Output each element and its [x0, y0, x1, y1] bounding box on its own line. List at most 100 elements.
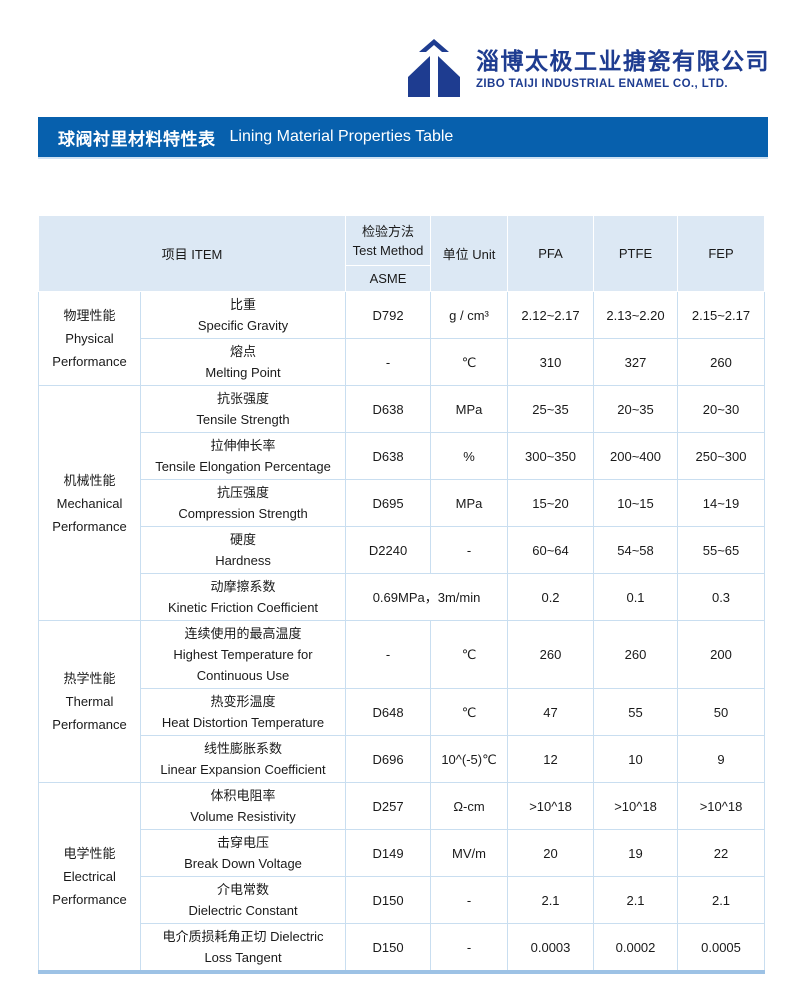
value-cell-fep: 20~30	[677, 385, 766, 433]
test-method-cell: D638	[345, 385, 432, 433]
item-cell: 介电常数 Dielectric Constant	[139, 876, 347, 924]
table-header-row: 项目 ITEM 检验方法 Test Method ASME 单位 Unit PF…	[37, 215, 766, 292]
value-cell-fep: 55~65	[677, 526, 766, 574]
item-line: 硬度	[230, 532, 257, 547]
company-name-en: ZIBO TAIJI INDUSTRIAL ENAMEL CO., LTD.	[476, 78, 729, 90]
value-cell-pfa: 0.2	[507, 573, 595, 621]
company-name-block: 淄博太极工业搪瓷有限公司 ZIBO TAIJI INDUSTRIAL ENAME…	[476, 48, 770, 90]
test-method-cell: D2240	[345, 526, 432, 574]
value-cell-ptfe: 10	[593, 735, 679, 783]
unit-cell: g / cm³	[430, 291, 509, 339]
item-cell: 拉伸伸长率 Tensile Elongation Percentage	[139, 432, 347, 480]
table-row: 击穿电压 Break Down Voltage D149 MV/m 20 19 22	[39, 829, 766, 877]
header-pfa: PFA	[507, 215, 595, 292]
value-cell-ptfe: 2.13~2.20	[593, 291, 679, 339]
value-cell-fep: 200	[677, 620, 766, 689]
category-cell: 热学性能 Thermal Performance	[38, 620, 141, 783]
category-line: Mechanical	[56, 495, 123, 511]
value-cell-pfa: 310	[507, 338, 595, 386]
category-line: Performance	[52, 354, 127, 369]
table-row: 动摩擦系数 Kinetic Friction Coefficient 0.69MPa…	[39, 573, 766, 621]
header-test-method-top: 检验方法 Test Method	[346, 216, 430, 265]
test-method-cell: D257	[345, 782, 432, 830]
category-line: Thermal	[65, 694, 114, 709]
item-line: 线性膨胀系数	[204, 741, 283, 756]
table-row: 硬度 Hardness D2240-60~64 54~58 55~65	[39, 526, 766, 574]
value-cell-fep: 9	[677, 735, 766, 783]
page-title-en: Lining Material Properties Table	[229, 128, 454, 145]
value-cell-pfa: >10^18	[507, 782, 595, 830]
value-cell-pfa: 47	[507, 688, 595, 736]
value-cell-ptfe: 0.1	[593, 573, 679, 621]
item-cell: 动摩擦系数 Kinetic Friction Coefficient	[139, 573, 347, 621]
test-method-cell: D638	[345, 432, 432, 480]
value-cell-pfa: 15~20	[507, 479, 595, 527]
value-cell-ptfe: >10^18	[593, 782, 679, 830]
category-line: Electrical	[63, 869, 116, 884]
item-line: 拉伸伸长率	[210, 438, 276, 453]
unit-cell: %	[430, 432, 509, 480]
item-line: 熔点	[230, 344, 257, 359]
value-cell-fep: 250~300	[677, 432, 766, 480]
page-title-cn: 球阀衬里材料特性表	[58, 129, 216, 149]
category-cell: 电学性能 Electrical Performance	[38, 782, 141, 973]
category-line: 热学性能	[63, 671, 116, 686]
table-row: 线性膨胀系数 Linear Expansion Coefficient D696 10…	[39, 735, 766, 783]
unit-cell: ℃	[430, 620, 509, 689]
value-cell-fep: 50	[677, 688, 766, 736]
item-line: 连续使用的最高温度	[184, 626, 302, 641]
value-cell-pfa: 25~35	[507, 385, 595, 433]
test-method-cell: D149	[345, 829, 432, 877]
item-line: Specific Gravity	[197, 318, 289, 333]
header-test-method-asme: ASME	[346, 265, 431, 291]
item-line: Compression Strength	[178, 506, 308, 521]
item-cell: 连续使用的最高温度 Highest Temperature for Continuo…	[139, 620, 347, 689]
header-unit: 单位 Unit	[430, 215, 509, 292]
item-line: Volume Resistivity	[190, 809, 296, 824]
category-line: Performance	[52, 518, 127, 534]
value-cell-ptfe: 54~58	[593, 526, 679, 574]
item-line: Tensile Elongation Percentage	[155, 459, 331, 474]
category-line: Performance	[52, 892, 127, 907]
category-line: Physical	[65, 331, 114, 346]
item-cell: 击穿电压 Break Down Voltage	[139, 829, 347, 877]
table-row: 拉伸伸长率 Tensile Elongation Percentage D638% 3…	[39, 432, 766, 480]
item-cell: 体积电阻率 Volume Resistivity	[139, 782, 347, 830]
value-cell-fep: 2.15~2.17	[677, 291, 766, 339]
item-line: Hardness	[215, 553, 271, 568]
value-cell-pfa: 60~64	[507, 526, 595, 574]
item-line: Dielectric Constant	[188, 903, 298, 918]
test-method-cell: D696	[345, 735, 432, 783]
value-cell-ptfe: 10~15	[593, 479, 679, 527]
category-cell: 机械性能 Mechanical Performance	[38, 385, 141, 621]
value-cell-fep: 0.3	[677, 573, 766, 621]
test-method-cell: D695	[345, 479, 432, 527]
item-cell: 电介质损耗角正切 Dielectric Loss Tangent	[139, 923, 347, 973]
table-row: 介电常数 Dielectric Constant D150-2.1 2.1 2.1	[39, 876, 766, 924]
table-row: 抗压强度 Compression Strength D695 MPa 15~20 10~1…	[39, 479, 766, 527]
item-cell: 硬度 Hardness	[139, 526, 347, 574]
item-cell: 热变形温度 Heat Distortion Temperature	[139, 688, 347, 736]
item-line: 击穿电压	[217, 835, 270, 850]
header-test-method: 检验方法 Test Method ASME	[345, 215, 432, 292]
category-line: Performance	[52, 717, 127, 732]
item-line: Loss Tangent	[204, 950, 282, 965]
unit-cell: -	[430, 923, 509, 973]
unit-cell: 10^(-5)℃	[430, 735, 509, 783]
test-method-cell: D150	[345, 876, 432, 924]
item-line: Linear Expansion Coefficient	[160, 762, 326, 777]
item-cell: 抗张强度 Tensile Strength	[139, 385, 347, 433]
category-line: 物理性能	[63, 308, 116, 323]
table-row: 机械性能 Mechanical Performance 抗张强度 Tensile Str…	[38, 385, 766, 621]
value-cell-fep: 0.0005	[677, 923, 766, 973]
item-line: Kinetic Friction Coefficient	[167, 600, 319, 615]
properties-table: 项目 ITEM 检验方法 Test Method ASME 单位 Unit PF…	[37, 215, 766, 974]
item-line: Break Down Voltage	[184, 856, 302, 871]
unit-cell: MPa	[430, 385, 509, 433]
value-cell-ptfe: 200~400	[593, 432, 679, 480]
table-row: 热变形温度 Heat Distortion Temperature D648 ℃ 47 5…	[39, 688, 766, 736]
item-cell: 熔点 Melting Point	[139, 338, 347, 386]
properties-table-body: 物理性能 Physical Performance 比重 Specific Gravit…	[38, 291, 766, 973]
value-cell-pfa: 2.1	[507, 876, 595, 924]
table-row: 物理性能 Physical Performance 比重 Specific Gravit…	[38, 291, 766, 386]
